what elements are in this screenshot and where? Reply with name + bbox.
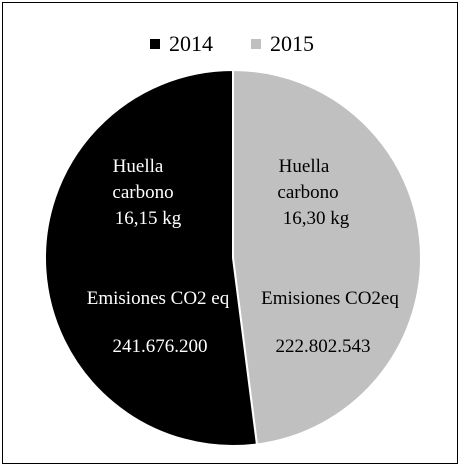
slice-2015-emisiones-label: Emisiones CO2eq bbox=[261, 288, 399, 309]
slice-2015-huella-value: 16,30 kg bbox=[283, 208, 350, 229]
pie-slice-2015 bbox=[232, 68, 422, 446]
legend-label-2015: 2015 bbox=[270, 31, 314, 56]
chart-frame bbox=[2, 2, 458, 464]
pie-slice-2014 bbox=[43, 68, 259, 447]
slice-2014-huella-value: 16,15 kg bbox=[115, 208, 182, 229]
slice-2015-huella-line1: Huella bbox=[279, 156, 330, 177]
slice-2014-huella-line2: carbono bbox=[112, 182, 173, 203]
legend-label-2014: 2014 bbox=[169, 31, 213, 56]
slice-2015-huella-line2: carbono bbox=[277, 182, 338, 203]
pie-labels: Huella carbono 16,15 kg Emisiones CO2 eq… bbox=[87, 156, 400, 357]
slice-2014-emisiones-value: 241.676.200 bbox=[113, 336, 208, 357]
legend-swatch-2014 bbox=[150, 39, 160, 49]
slice-2014-huella-line1: Huella bbox=[113, 156, 164, 177]
legend-item-2015: 2015 bbox=[251, 31, 314, 57]
slice-2014-emisiones-label: Emisiones CO2 eq bbox=[87, 288, 230, 309]
legend-swatch-2015 bbox=[251, 39, 261, 49]
legend-item-2014: 2014 bbox=[150, 31, 213, 57]
chart-legend: 2014 2015 bbox=[0, 31, 464, 57]
pie-slices bbox=[43, 68, 422, 447]
slice-2015-emisiones-value: 222.802.543 bbox=[276, 336, 371, 357]
